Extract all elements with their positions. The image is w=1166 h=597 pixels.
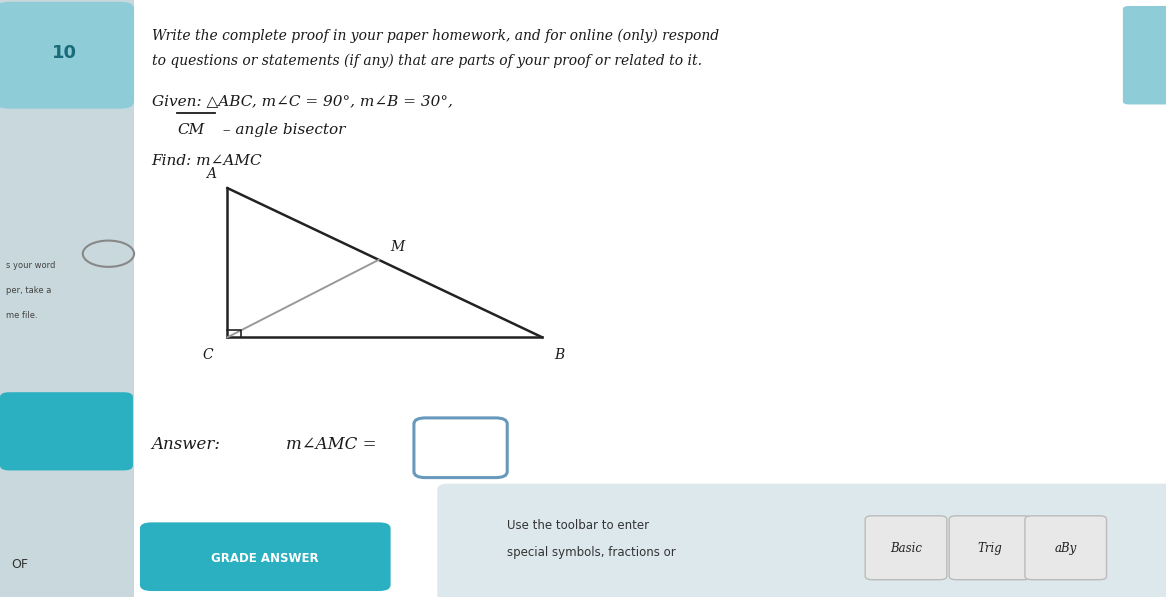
Text: Given: △ABC, m∠C = 90°, m∠B = 30°,: Given: △ABC, m∠C = 90°, m∠B = 30°, (152, 94, 452, 109)
Text: Trig: Trig (977, 541, 1003, 555)
Text: OF: OF (12, 558, 29, 571)
Text: aBy: aBy (1054, 541, 1077, 555)
FancyBboxPatch shape (140, 522, 391, 591)
Text: A: A (205, 167, 216, 181)
FancyBboxPatch shape (0, 0, 134, 597)
Text: Use the toolbar to enter: Use the toolbar to enter (507, 519, 649, 532)
FancyBboxPatch shape (134, 0, 1166, 597)
Text: special symbols, fractions or: special symbols, fractions or (507, 546, 676, 559)
Text: Answer:: Answer: (152, 436, 220, 453)
Text: 10: 10 (51, 44, 77, 61)
Text: B: B (554, 348, 564, 362)
Text: Basic: Basic (890, 541, 922, 555)
Text: m∠AMC =: m∠AMC = (286, 436, 377, 453)
Text: to questions or statements (if any) that are parts of your proof or related to i: to questions or statements (if any) that… (152, 54, 702, 68)
Text: M: M (391, 240, 405, 254)
FancyBboxPatch shape (949, 516, 1031, 580)
Text: GRADE ANSWER: GRADE ANSWER (211, 552, 319, 565)
Text: per, take a: per, take a (6, 286, 51, 296)
Text: C: C (203, 348, 213, 362)
Text: – angle bisector: – angle bisector (218, 123, 345, 137)
Text: Find: m∠AMC: Find: m∠AMC (152, 154, 262, 168)
Text: me file.: me file. (6, 311, 37, 321)
FancyBboxPatch shape (865, 516, 947, 580)
FancyBboxPatch shape (414, 418, 507, 478)
FancyBboxPatch shape (1123, 6, 1166, 104)
FancyBboxPatch shape (437, 484, 1166, 597)
FancyBboxPatch shape (0, 392, 133, 470)
Text: Write the complete proof in your paper homework, and for online (only) respond: Write the complete proof in your paper h… (152, 29, 718, 43)
Text: CM: CM (177, 123, 204, 137)
FancyBboxPatch shape (0, 2, 134, 109)
Text: s your word: s your word (6, 261, 55, 270)
FancyBboxPatch shape (1025, 516, 1107, 580)
